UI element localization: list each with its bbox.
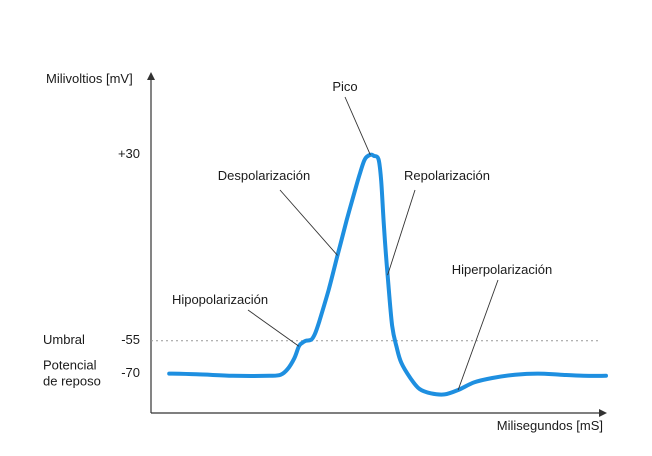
action-potential-line (167, 152, 608, 397)
threshold-label: Umbral (43, 332, 85, 347)
y-axis-label: Milivoltios [mV] (46, 71, 133, 86)
repolarizacion-annotation: Repolarización (404, 168, 490, 183)
y-tick-label: -70 (121, 365, 140, 380)
resting-potential-label: Potencial (43, 358, 97, 373)
y-tick-label: +30 (118, 146, 140, 161)
y-tick-label: -55 (121, 332, 140, 347)
hipopolarizacion-annotation: Hipopolarización (172, 292, 268, 307)
x-axis-label: Milisegundos [mS] (497, 418, 603, 433)
pico-leader (344, 96, 371, 155)
despolarizacion-leader (279, 189, 338, 256)
resting-potential-label: de reposo (43, 374, 101, 389)
hiperpolarizacion-annotation: Hiperpolarización (452, 262, 552, 277)
hiperpolarizacion-leader (457, 279, 499, 391)
despolarizacion-annotation: Despolarización (218, 168, 311, 183)
repolarizacion-leader (387, 189, 416, 276)
hipopolarizacion-leader (247, 309, 300, 347)
pico-annotation: Pico (332, 79, 357, 94)
